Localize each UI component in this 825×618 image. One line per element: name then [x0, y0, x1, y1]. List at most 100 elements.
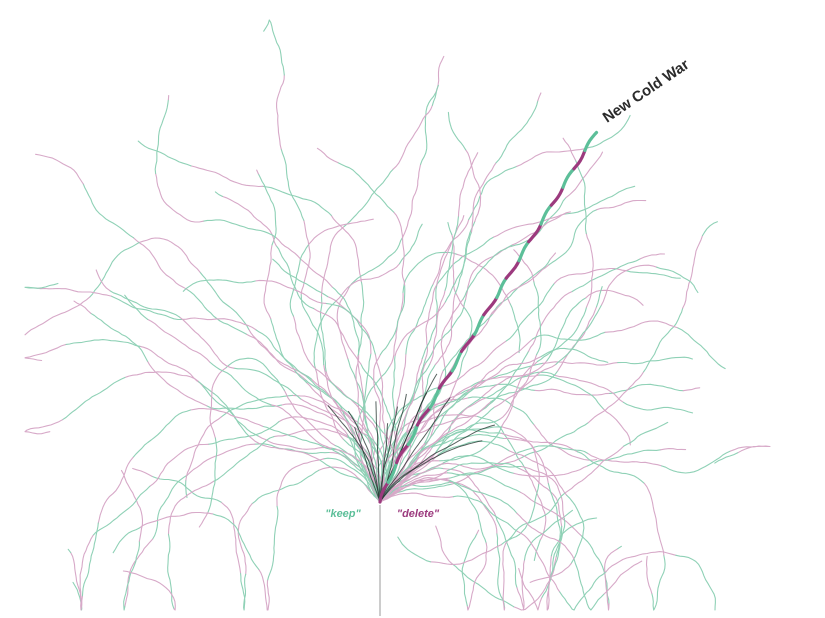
walk-path — [468, 165, 518, 220]
walk-path — [331, 286, 360, 356]
walk-path — [280, 148, 305, 221]
walk-path — [357, 355, 365, 432]
walk-path — [617, 356, 693, 365]
walk-path — [447, 465, 523, 476]
walk-path — [392, 104, 433, 170]
walk-path — [623, 421, 669, 447]
walk-path — [138, 237, 201, 273]
background-walk-paths — [24, 19, 771, 611]
walk-path — [92, 485, 151, 536]
walk-path — [470, 162, 497, 233]
highlight-segment — [395, 442, 410, 465]
walk-path — [429, 401, 492, 447]
walk-path — [179, 316, 235, 369]
walk-path — [379, 492, 454, 503]
walk-path — [651, 555, 666, 611]
walk-path — [443, 453, 516, 470]
walk-path — [336, 286, 350, 360]
walk-path — [516, 559, 526, 611]
walk-path — [186, 288, 247, 335]
walk-path — [167, 480, 215, 535]
walk-path — [67, 548, 72, 554]
walk-path — [428, 397, 487, 447]
walk-path — [465, 149, 482, 223]
walk-path — [528, 290, 573, 352]
highlight-segment — [406, 423, 420, 446]
walk-path — [289, 243, 310, 317]
walk-path — [254, 443, 330, 454]
walk-path — [147, 318, 211, 363]
walk-path — [600, 264, 658, 306]
walk-path — [270, 404, 332, 450]
walk-path — [346, 436, 381, 503]
walk-path — [587, 114, 631, 149]
highlight-segment — [473, 313, 486, 336]
walk-path — [533, 424, 598, 461]
walk-path — [24, 419, 64, 435]
walk-path — [151, 475, 222, 503]
walk-path — [124, 371, 199, 382]
walk-path — [473, 356, 542, 390]
walk-path — [132, 409, 192, 458]
walk-path — [449, 479, 518, 514]
walk-path — [564, 445, 625, 494]
walk-path — [437, 440, 510, 456]
walk-path — [155, 172, 204, 223]
walk-path — [197, 380, 250, 437]
walk-path — [214, 191, 223, 197]
walk-path — [660, 448, 687, 451]
walk-path — [275, 236, 333, 288]
walk-path — [555, 304, 603, 365]
highlight-segment — [428, 386, 441, 410]
walk-path — [714, 452, 739, 464]
walk-path — [452, 495, 518, 532]
walk-path — [677, 327, 726, 370]
walk-path — [330, 214, 362, 282]
walk-path — [347, 358, 370, 431]
walk-path — [35, 287, 112, 297]
walk-path — [609, 383, 684, 394]
highlight-segment — [527, 222, 543, 244]
trunk-path — [379, 440, 483, 503]
walk-path — [444, 215, 460, 291]
walk-path — [513, 556, 557, 611]
walk-path — [435, 525, 453, 565]
new-cold-war-label: New Cold War — [600, 56, 693, 126]
walk-path — [440, 298, 464, 370]
walk-path — [516, 147, 590, 167]
walk-path — [540, 347, 609, 363]
walk-path — [470, 362, 544, 387]
walk-path — [248, 435, 320, 461]
walk-path — [645, 555, 653, 594]
walk-path — [501, 360, 538, 427]
walk-path — [225, 357, 285, 391]
delete-label: "delete" — [397, 508, 440, 520]
walk-path — [587, 453, 663, 467]
walk-path — [374, 353, 386, 429]
walk-path — [139, 511, 214, 529]
walk-path — [622, 401, 694, 414]
walk-path — [357, 365, 391, 434]
walk-path — [251, 469, 320, 505]
walk-path — [467, 396, 535, 426]
walk-path — [276, 458, 325, 507]
keep-label: "keep" — [325, 508, 361, 520]
walk-path — [729, 445, 771, 454]
walk-path — [571, 258, 641, 293]
walk-path — [500, 483, 540, 546]
walk-path — [149, 443, 209, 487]
walk-path — [24, 344, 66, 362]
walk-path — [318, 459, 381, 503]
walk-path — [541, 525, 563, 599]
walk-path — [603, 408, 631, 446]
walk-path — [202, 219, 277, 238]
walk-path — [435, 426, 503, 453]
walk-path — [262, 425, 335, 451]
walk-path — [257, 173, 277, 246]
walk-path — [574, 159, 587, 235]
walk-path — [270, 317, 308, 384]
walk-path — [447, 111, 467, 151]
walk-path — [198, 511, 209, 528]
walk-path — [379, 284, 406, 356]
walk-path — [521, 422, 589, 459]
